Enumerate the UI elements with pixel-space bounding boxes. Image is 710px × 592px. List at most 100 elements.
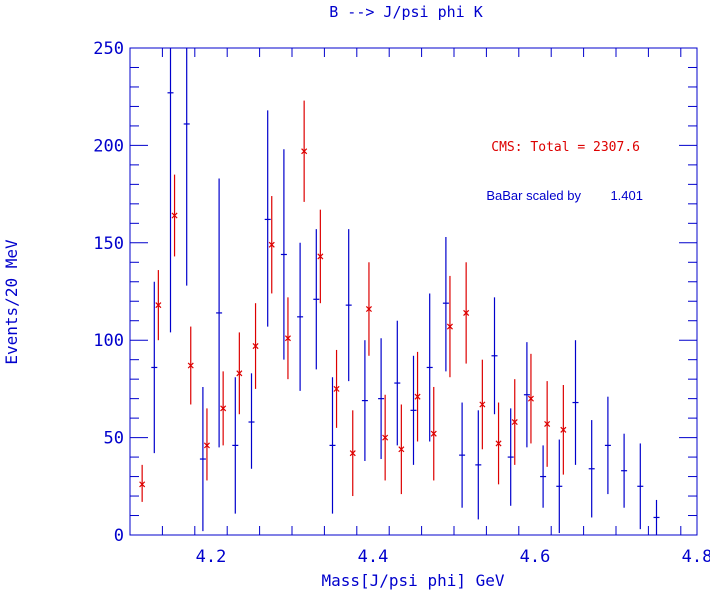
cms-x-marker	[187, 362, 194, 369]
babar-point	[621, 433, 628, 508]
cms-x-marker	[365, 306, 372, 313]
cms-x-marker	[139, 481, 146, 488]
cms-x-marker	[527, 395, 534, 402]
x-tick-label: 4.2	[196, 547, 227, 567]
x-tick-label: 4.6	[520, 547, 551, 567]
cms-x-marker	[236, 370, 243, 377]
cms-x-marker	[511, 418, 518, 426]
cms-x-marker	[155, 302, 162, 309]
babar-point	[216, 178, 223, 448]
cms-point	[479, 359, 486, 450]
cms-x-marker	[284, 335, 291, 342]
babar-point	[442, 236, 449, 372]
y-tick-label: 200	[93, 136, 124, 156]
cms-point	[268, 196, 275, 294]
cms-x-marker	[446, 323, 453, 330]
y-tick-label: 50	[104, 429, 124, 449]
cms-x-marker	[463, 309, 470, 316]
cms-point	[511, 379, 518, 465]
cms-x-marker	[220, 405, 227, 412]
cms-x-marker	[203, 442, 210, 449]
cms-point	[252, 303, 259, 389]
babar-point	[361, 340, 368, 461]
x-tick-label: 4.8	[682, 547, 710, 567]
cms-point	[463, 262, 470, 364]
babar-point	[556, 439, 563, 534]
cms-point	[544, 381, 551, 467]
babar-point	[297, 242, 304, 391]
babar-point	[475, 410, 482, 520]
y-tick-label: 150	[93, 234, 124, 254]
cms-x-marker	[301, 148, 308, 155]
cms-point	[527, 353, 534, 444]
cms-point	[317, 209, 324, 304]
cms-x-marker	[430, 430, 437, 437]
cms-point	[414, 351, 421, 442]
cms-x-marker	[495, 440, 502, 447]
cms-point	[155, 270, 162, 341]
babar-point	[313, 229, 320, 370]
babar-point	[264, 110, 271, 327]
cms-point	[236, 332, 243, 415]
cms-x-marker	[479, 401, 486, 408]
cms-point	[220, 371, 227, 446]
chart-title: B --> J/psi phi K	[329, 3, 483, 21]
babar-point	[378, 338, 385, 460]
y-tick-label: 250	[93, 39, 124, 59]
cms-x-marker	[382, 434, 389, 441]
cms-point	[139, 464, 146, 502]
babar-point	[572, 340, 579, 465]
babar-point	[459, 402, 466, 508]
cms-point	[560, 385, 567, 475]
axis-ticks	[129, 47, 697, 536]
cms-point	[398, 404, 405, 495]
babar-point	[248, 373, 255, 469]
plot-frame-rect	[129, 47, 698, 536]
cms-x-marker	[398, 446, 405, 453]
cms-point	[203, 408, 210, 481]
cms-point	[430, 386, 437, 481]
cms-point	[333, 349, 340, 428]
y-tick-label: 100	[93, 331, 124, 351]
babar-point	[232, 377, 239, 514]
cms-x-marker	[333, 385, 340, 392]
babar-point	[604, 396, 611, 495]
cms-point	[382, 394, 389, 481]
cms-point	[349, 410, 356, 497]
cms-point	[187, 326, 194, 405]
cms-point	[446, 275, 453, 378]
cms-x-marker	[349, 450, 356, 457]
axis-tick-labels: 4.2 4.4 4.6 4.8 0 50 100 150 200 250	[93, 39, 710, 567]
babar-series	[151, 48, 660, 535]
x-axis-label: Mass[J/psi phi] GeV	[321, 571, 504, 590]
babar-point	[426, 293, 433, 442]
babar-point	[183, 48, 190, 286]
cms-point	[365, 262, 372, 356]
babar-point	[637, 443, 644, 530]
babar-point	[329, 377, 336, 514]
x-tick-label: 4.4	[358, 547, 389, 567]
babar-point	[151, 281, 158, 454]
babar-scale-annotation: BaBar scaled by	[486, 188, 581, 203]
y-axis-label: Events/20 MeV	[2, 239, 21, 365]
babar-point	[345, 229, 352, 382]
cms-x-marker	[268, 241, 275, 248]
cms-x-marker	[544, 420, 551, 427]
cms-x-marker	[414, 393, 421, 400]
babar-point	[588, 420, 595, 518]
babar-point	[540, 445, 547, 508]
babar-point	[653, 499, 660, 535]
cms-point	[171, 174, 178, 257]
cms-series	[139, 100, 567, 502]
babar-point	[523, 342, 530, 448]
babar-point	[410, 355, 417, 465]
babar-point	[394, 320, 401, 446]
babar-scale-factor: 1.401	[610, 188, 643, 203]
babar-point	[167, 48, 174, 333]
babar-point	[507, 408, 514, 506]
babar-point	[199, 386, 206, 532]
cms-x-marker	[317, 253, 324, 260]
cms-point	[495, 402, 502, 485]
cms-point	[284, 297, 291, 380]
